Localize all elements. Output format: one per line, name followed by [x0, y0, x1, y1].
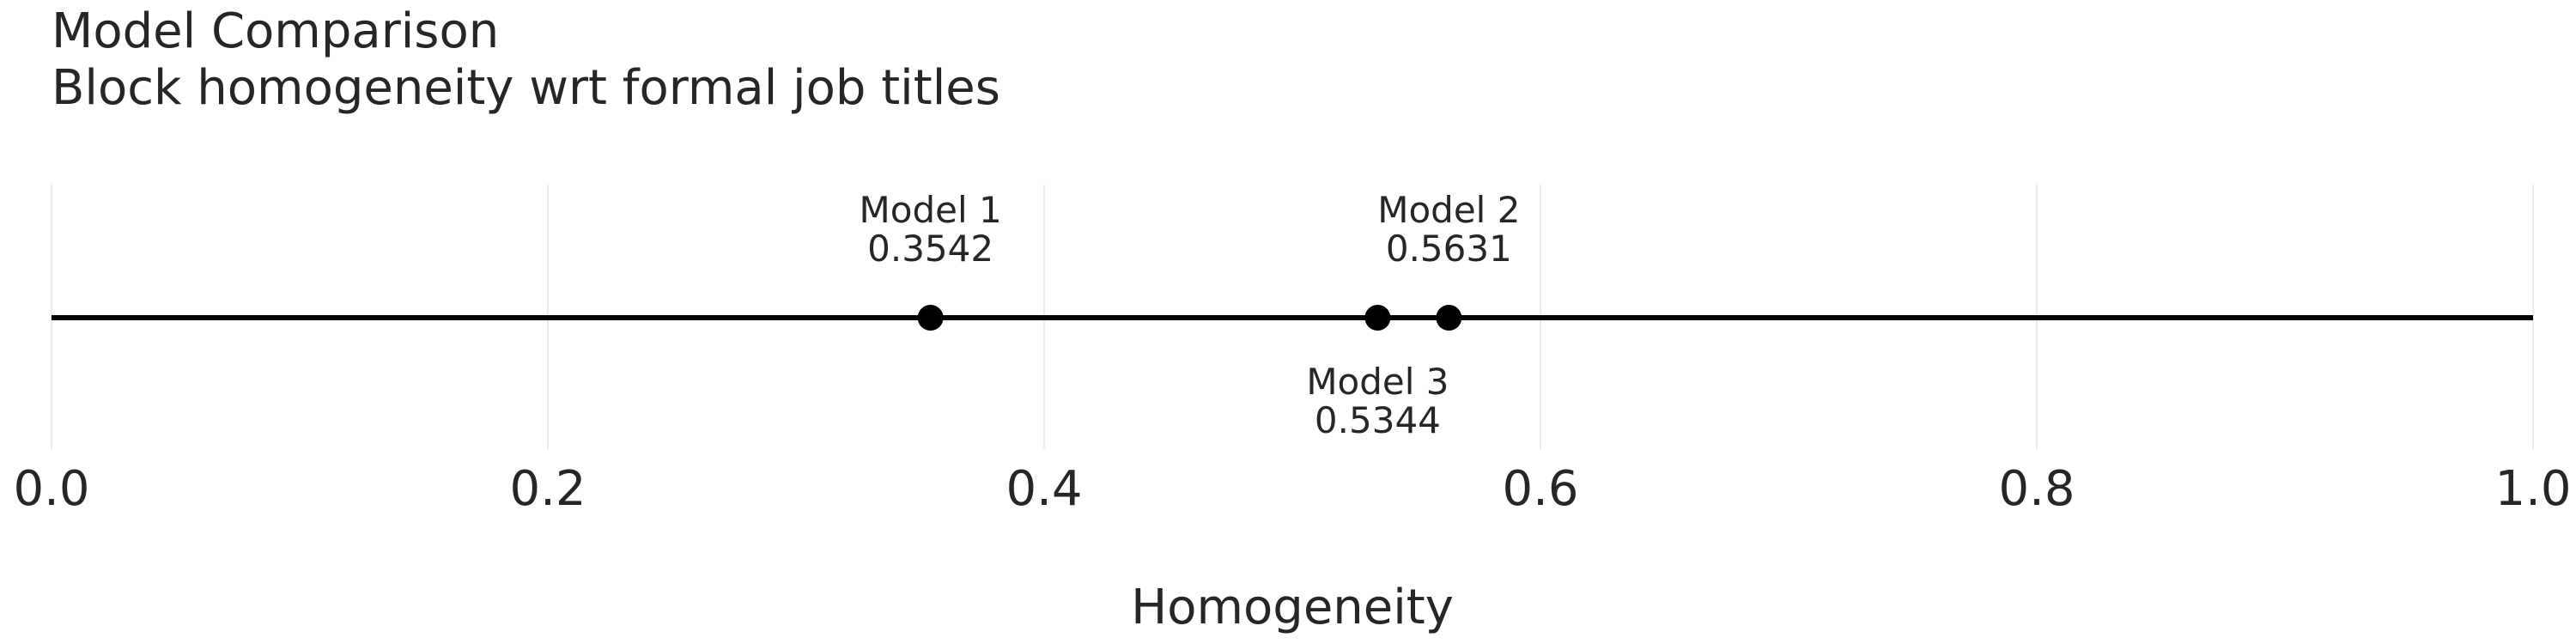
x-axis-label: Homogeneity: [1131, 580, 1454, 635]
data-label-value-3: 0.5344: [1315, 399, 1441, 441]
data-point-1: [917, 305, 944, 331]
data-label-name-2: Model 2: [1377, 189, 1520, 231]
x-tick-label-0.4: 0.4: [1005, 461, 1082, 517]
x-tick-labels: 0.0 0.2 0.4 0.6 0.8 1.0: [13, 461, 2571, 517]
x-tick-label-0.8: 0.8: [1998, 461, 2075, 517]
data-label-name-3: Model 3: [1306, 361, 1449, 403]
chart-title: Model Comparison: [52, 3, 500, 59]
x-tick-label-1.0: 1.0: [2494, 461, 2571, 517]
data-labels: Model 10.3542 Model 20.5631 Model 30.5344: [860, 189, 1521, 441]
data-label-value-2: 0.5631: [1386, 228, 1512, 270]
x-tick-label-0.0: 0.0: [13, 461, 89, 517]
data-point-2: [1436, 305, 1462, 331]
x-tick-label-0.2: 0.2: [509, 461, 586, 517]
x-tick-label-0.6: 0.6: [1502, 461, 1578, 517]
chart-subtitle: Block homogeneity wrt formal job titles: [52, 60, 1000, 116]
data-points: [917, 305, 1462, 331]
data-label-value-1: 0.3542: [867, 228, 993, 270]
data-label-name-1: Model 1: [860, 189, 1002, 231]
data-point-3: [1364, 305, 1391, 331]
